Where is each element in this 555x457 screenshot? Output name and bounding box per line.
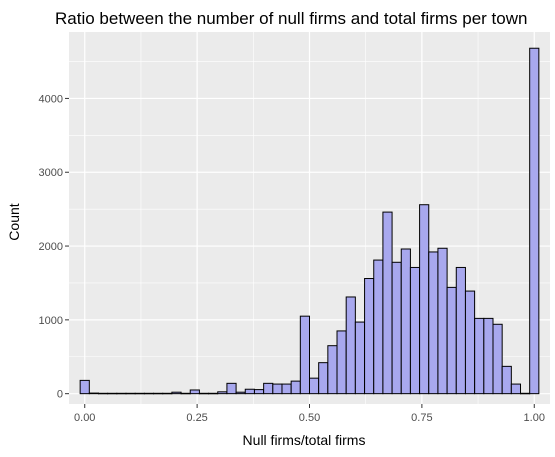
histogram-bar bbox=[364, 278, 375, 395]
histogram-bar bbox=[134, 392, 145, 395]
histogram-bar bbox=[318, 362, 329, 395]
histogram-bar bbox=[309, 377, 320, 395]
histogram-bar bbox=[162, 392, 173, 395]
histogram-bar bbox=[520, 392, 531, 395]
histogram-bar bbox=[281, 383, 292, 395]
histogram-bar bbox=[492, 323, 503, 395]
histogram-bar bbox=[143, 392, 155, 395]
histogram-bar bbox=[217, 391, 228, 395]
chart-title: Ratio between the number of null firms a… bbox=[55, 9, 527, 28]
histogram-bar bbox=[419, 204, 430, 395]
x-tick-label: 0.00 bbox=[74, 412, 95, 424]
histogram-bar bbox=[446, 286, 457, 395]
histogram-bar bbox=[464, 290, 476, 395]
histogram-bar bbox=[345, 296, 356, 395]
y-axis-label: Count bbox=[6, 203, 22, 240]
y-tick-label: 3000 bbox=[39, 167, 63, 179]
histogram-bar bbox=[290, 380, 301, 395]
histogram-bar bbox=[510, 383, 522, 395]
histogram-bar bbox=[171, 391, 182, 395]
x-axis-ticks: 0.00 0.25 0.50 0.75 1.00 bbox=[74, 404, 545, 424]
x-tick-label: 0.75 bbox=[411, 412, 432, 424]
x-axis-label: Null firms/total firms bbox=[243, 432, 366, 448]
histogram-bar bbox=[244, 388, 255, 395]
histogram-bar bbox=[299, 315, 310, 395]
histogram-bar bbox=[336, 330, 347, 395]
histogram-bar bbox=[272, 383, 283, 395]
histogram-bar bbox=[153, 392, 164, 395]
histogram-bar bbox=[400, 248, 411, 395]
histogram-bar bbox=[116, 392, 127, 395]
histogram-bar bbox=[428, 251, 439, 395]
histogram-bar bbox=[409, 266, 421, 395]
x-tick-label: 0.25 bbox=[186, 412, 207, 424]
y-tick-label: 0 bbox=[57, 389, 63, 401]
histogram-bar bbox=[327, 345, 338, 395]
histogram-bar bbox=[263, 382, 274, 395]
y-tick-label: 2000 bbox=[39, 241, 63, 253]
histogram-bar bbox=[455, 266, 466, 395]
histogram-bar bbox=[198, 392, 210, 395]
histogram-bar bbox=[235, 391, 246, 395]
histogram-bar bbox=[189, 389, 200, 395]
histogram-bars bbox=[79, 47, 540, 395]
histogram-bar bbox=[501, 365, 512, 395]
histogram-bar bbox=[107, 392, 118, 395]
histogram-bar bbox=[253, 389, 265, 395]
histogram-bar bbox=[125, 392, 136, 395]
histogram-bar bbox=[226, 382, 237, 395]
y-tick-label: 4000 bbox=[39, 93, 63, 105]
histogram-bar bbox=[354, 321, 366, 395]
x-tick-label: 0.50 bbox=[299, 412, 320, 424]
histogram-bar bbox=[437, 247, 448, 395]
histogram-bar bbox=[88, 392, 99, 395]
histogram-bar bbox=[208, 392, 219, 395]
histogram-bar bbox=[373, 259, 384, 395]
histogram-bar bbox=[529, 47, 540, 395]
y-tick-label: 1000 bbox=[39, 315, 63, 327]
histogram-bar bbox=[180, 392, 191, 395]
histogram-bar bbox=[474, 317, 485, 395]
histogram-bar bbox=[382, 211, 393, 395]
x-tick-label: 1.00 bbox=[524, 412, 545, 424]
y-axis-ticks: 0 1000 2000 3000 4000 bbox=[39, 93, 69, 401]
histogram-bar bbox=[79, 379, 90, 395]
histogram-bar bbox=[97, 392, 109, 395]
histogram-bar bbox=[391, 261, 402, 395]
histogram-bar bbox=[483, 317, 494, 395]
